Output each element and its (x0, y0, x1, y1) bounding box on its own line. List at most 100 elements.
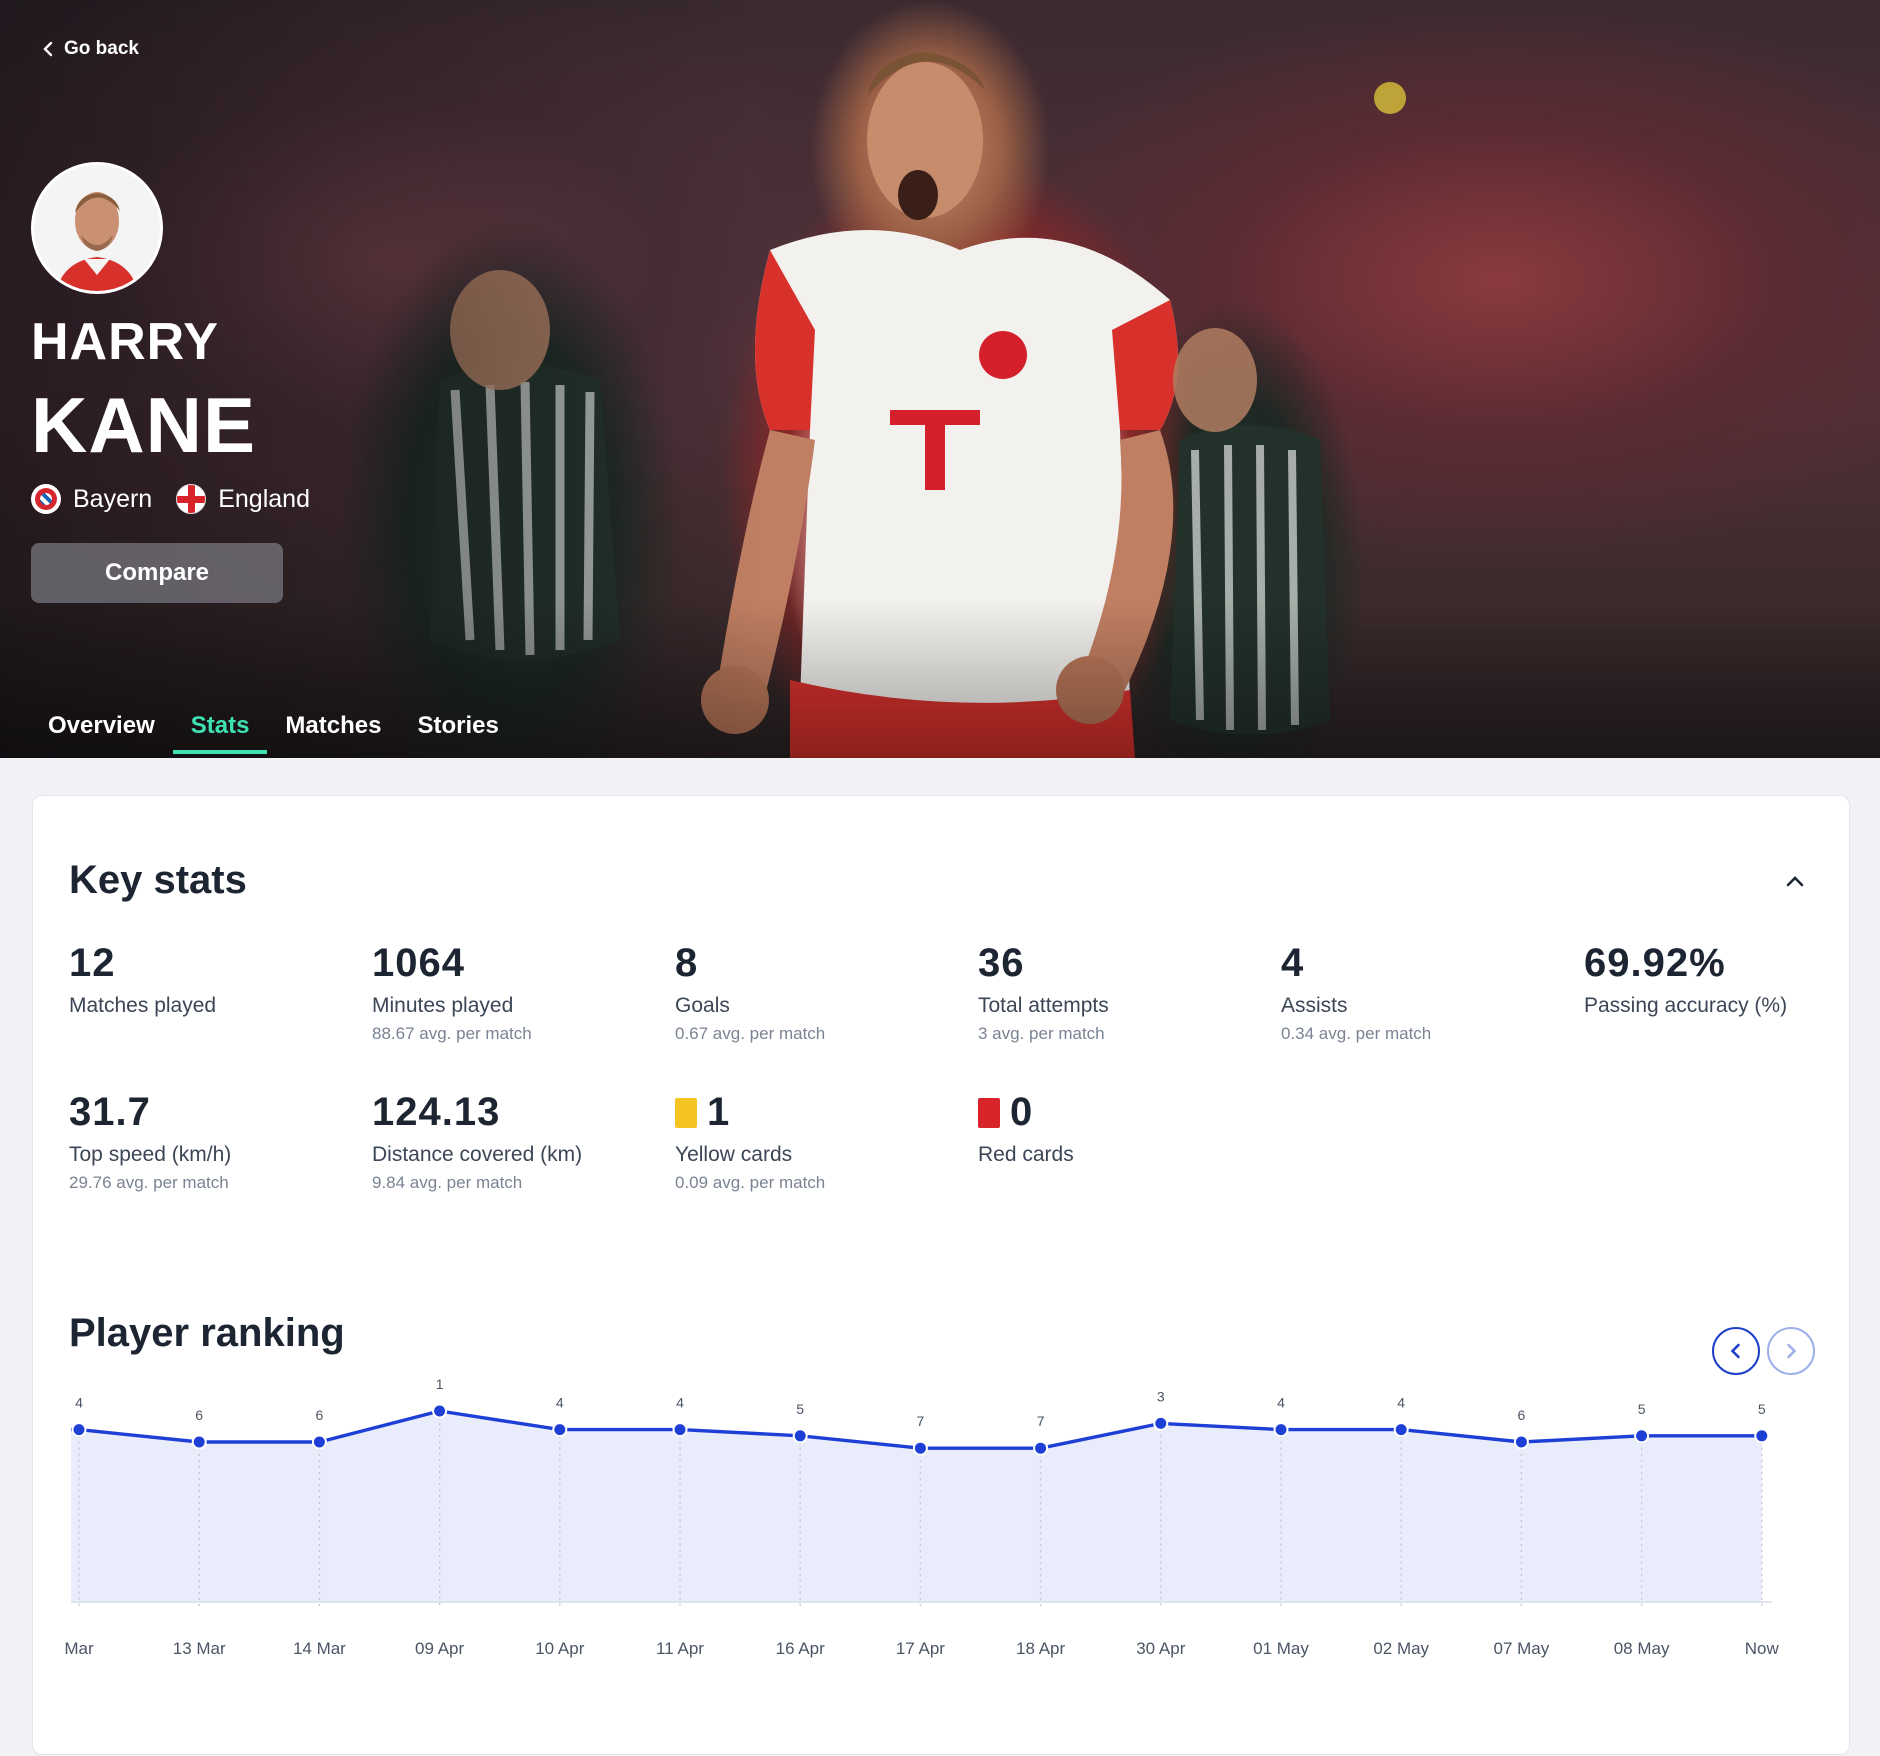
ranking-prev-button[interactable] (1712, 1327, 1760, 1375)
x-tick-label: Now (1745, 1639, 1780, 1658)
stat-average: 3 avg. per match (978, 1024, 1105, 1043)
stat-value: 12 (69, 941, 116, 985)
data-label: 6 (195, 1407, 203, 1423)
data-point (1754, 1428, 1770, 1444)
stat-label: Total attempts (978, 994, 1109, 1017)
data-point (1634, 1428, 1650, 1444)
stat-red-cards: 0 Red cards (978, 1090, 1268, 1167)
chevron-up-icon[interactable] (1783, 869, 1807, 893)
x-tick-label: 09 Apr (415, 1639, 464, 1658)
stat-top-speed-km-h: 31.7 Top speed (km/h) 29.76 avg. per match (69, 1090, 359, 1193)
data-label: 4 (75, 1395, 83, 1411)
stat-label: Goals (675, 994, 730, 1017)
player-last-name: KANE (31, 381, 257, 469)
data-label: 4 (556, 1395, 564, 1411)
data-point (1273, 1422, 1289, 1438)
stat-matches-played: 12 Matches played (69, 941, 359, 1018)
tab-overview[interactable]: Overview (48, 712, 155, 739)
stat-value: 1064 (372, 941, 465, 985)
tab-matches[interactable]: Matches (285, 712, 382, 739)
player-avatar (31, 162, 163, 294)
data-point (432, 1403, 448, 1419)
stat-total-attempts: 36 Total attempts 3 avg. per match (978, 941, 1268, 1044)
data-point (1393, 1422, 1409, 1438)
x-tick-label: 11 Apr (656, 1639, 704, 1658)
ranking-next-button[interactable] (1767, 1327, 1815, 1375)
data-label: 7 (917, 1413, 925, 1429)
data-label: 6 (1518, 1407, 1526, 1423)
stat-value: 31.7 (69, 1090, 151, 1134)
compare-button[interactable]: Compare (31, 543, 283, 603)
stat-label: Passing accuracy (%) (1584, 994, 1788, 1017)
stat-label: Assists (1281, 994, 1348, 1017)
key-stats-title: Key stats (69, 858, 247, 902)
player-meta: Bayern England (31, 484, 322, 514)
stat-value-wrap: 69.92% (1584, 941, 1874, 986)
x-tick-label: 01 May (1253, 1639, 1309, 1658)
stat-label: Minutes played (372, 994, 514, 1017)
data-label: 1 (436, 1376, 444, 1392)
x-tick-label: 07 May (1494, 1639, 1550, 1658)
club-chip[interactable]: Bayern (31, 484, 152, 514)
bayern-crest-icon (31, 484, 61, 514)
stat-average: 0.09 avg. per match (675, 1173, 826, 1192)
country-chip[interactable]: England (176, 484, 310, 514)
data-point (1513, 1434, 1529, 1450)
stat-assists: 4 Assists 0.34 avg. per match (1281, 941, 1571, 1044)
go-back-label: Go back (64, 38, 139, 59)
data-point (792, 1428, 808, 1444)
stat-value: 1 (707, 1090, 731, 1134)
stat-value: 0 (1010, 1090, 1034, 1134)
data-label: 6 (316, 1407, 324, 1423)
england-flag-icon (176, 484, 207, 514)
data-label: 5 (796, 1401, 804, 1417)
data-point (71, 1422, 87, 1438)
stat-average: 9.84 avg. per match (372, 1173, 523, 1192)
data-label: 4 (676, 1395, 684, 1411)
data-label: 3 (1157, 1388, 1165, 1404)
stat-average: 0.34 avg. per match (1281, 1024, 1432, 1043)
x-tick-label: Mar (64, 1639, 94, 1658)
stat-value-wrap: 0 (978, 1090, 1268, 1135)
stat-label: Yellow cards (675, 1143, 793, 1166)
data-point (552, 1422, 568, 1438)
data-point (191, 1434, 207, 1450)
series-line (71, 1409, 1762, 1450)
club-name: Bayern (73, 484, 153, 513)
x-tick-label: 17 Apr (896, 1639, 945, 1658)
data-point (912, 1440, 928, 1456)
stat-value-wrap: 8 (675, 941, 965, 986)
go-back-link[interactable]: Go back (40, 38, 139, 60)
chevron-left-icon (43, 41, 53, 57)
x-tick-label: 18 Apr (1016, 1639, 1065, 1658)
data-label: 7 (1037, 1413, 1045, 1429)
data-point (1033, 1440, 1049, 1456)
x-tick-label: 16 Apr (776, 1639, 825, 1658)
tab-stories[interactable]: Stories (417, 712, 499, 739)
stat-average: 29.76 avg. per match (69, 1173, 229, 1192)
stat-value-wrap: 1064 (372, 941, 662, 986)
stat-minutes-played: 1064 Minutes played 88.67 avg. per match (372, 941, 662, 1044)
x-tick-label: 14 Mar (293, 1639, 346, 1658)
stat-label: Distance covered (km) (372, 1143, 583, 1166)
chevron-right-icon (1787, 1343, 1797, 1359)
country-name: England (218, 484, 310, 513)
x-tick-label: 13 Mar (173, 1639, 226, 1658)
stat-value: 69.92% (1584, 941, 1726, 985)
stat-value-wrap: 31.7 (69, 1090, 359, 1135)
stat-average: 88.67 avg. per match (372, 1024, 532, 1043)
stat-goals: 8 Goals 0.67 avg. per match (675, 941, 965, 1044)
data-point (311, 1434, 327, 1450)
stat-average: 0.67 avg. per match (675, 1024, 826, 1043)
stat-value-wrap: 12 (69, 941, 359, 986)
x-tick-label: 30 Apr (1136, 1639, 1185, 1658)
player-ranking-title: Player ranking (69, 1311, 345, 1355)
tab-stats[interactable]: Stats (172, 712, 268, 754)
data-point (1153, 1415, 1169, 1431)
stat-value-wrap: 124.13 (372, 1090, 662, 1135)
hero-banner: Go back HARRY KANE Bayern England Compar… (0, 0, 1880, 758)
yellow-card-icon (675, 1097, 697, 1128)
player-ranking-chart: 4 Mar 6 13 Mar 6 14 Mar 1 09 Apr 4 10 Apr 4 11 Apr 5… (64, 1376, 1780, 1658)
stat-value: 124.13 (372, 1090, 501, 1134)
red-card-icon (978, 1097, 1000, 1128)
